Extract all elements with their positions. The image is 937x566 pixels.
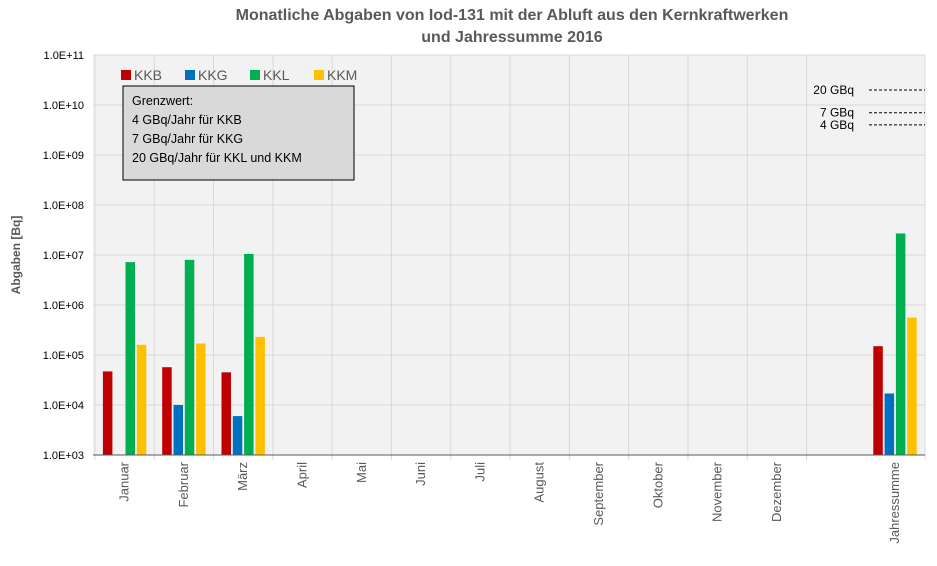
legend-swatch-kkm [314,70,324,80]
y-tick-label: 1.0E+03 [43,450,84,462]
grenzwert-note-box [122,85,355,181]
x-tick-label: Mai [354,462,369,483]
chart-title-line-2: und Jahressumme 2016 [421,29,603,46]
bar-kkb-12 [873,346,883,455]
bar-kkb-2 [221,372,231,455]
x-tick-label: Oktober [650,461,665,508]
y-axis-label: Abgaben [Bq] [9,216,23,295]
x-tick-label: Juni [413,462,428,486]
bars [102,233,917,455]
bar-kkl-0 [125,262,135,455]
limit-label: 20 GBq [813,83,854,97]
legend-swatch-kkb [121,70,131,80]
y-axis-ticks: 1.0E+03 1.0E+04 1.0E+05 1.0E+06 1.0E+07 1.0E+… [43,50,84,462]
x-tick-label: Januar [117,461,132,501]
y-tick-label: 1.0E+06 [43,300,84,312]
legend-label-kkg: KKG [198,67,228,83]
bar-kkb-1 [162,367,172,455]
limit-label: 4 GBq [820,118,854,132]
x-tick-label: März [235,462,250,491]
x-tick-label: Jahressumme [887,462,902,544]
bar-kkm-0 [136,344,147,455]
gridlines [93,54,925,406]
legend-swatch-kkg [185,70,195,80]
legend-swatch-kkl [250,70,260,80]
grenzwert-note-line: 20 GBq/Jahr für KKL und KKM [132,151,302,165]
legend-label-kkl: KKL [263,67,290,83]
bar-kkl-12 [895,233,906,455]
y-tick-label: 1.0E+08 [43,200,84,212]
legend-label-kkm: KKM [327,67,357,83]
bar-kkg-1 [173,405,183,455]
bar-kkl-2 [244,253,254,455]
bar-kkm-2 [255,336,265,455]
y-tick-label: 1.0E+10 [43,100,84,112]
bar-kkb-0 [102,371,113,455]
bar-kkl-1 [184,259,195,455]
x-tick-label: Februar [176,461,191,507]
limit-label: 7 GBq [820,106,854,120]
y-tick-label: 1.0E+05 [43,350,84,362]
grenzwert-note-line: 7 GBq/Jahr für KKG [132,132,243,146]
y-tick-label: 1.0E+04 [43,400,84,412]
y-tick-label: 1.0E+07 [43,250,84,262]
grenzwert-note-line: Grenzwert: [132,94,193,108]
bar-kkg-2 [232,416,243,455]
x-tick-label: Juli [472,462,487,482]
x-tick-label: Dezember [769,461,784,522]
y-tick-label: 1.0E+09 [43,150,84,162]
bar-kkg-12 [884,393,895,455]
chart-title-line-1: Monatliche Abgaben von Iod-131 mit der A… [236,7,789,24]
y-tick-label: 1.0E+11 [44,50,84,62]
x-tick-label: August [532,462,547,503]
x-tick-label: November [710,461,725,522]
bar-kkm-12 [907,317,917,455]
bar-kkm-1 [196,343,206,455]
legend: KKB KKG KKL KKM [121,67,357,83]
grenzwert-note: Grenzwert: 4 GBq/Jahr für KKB 7 GBq/Jahr f… [122,85,355,181]
x-axis-ticks: Januar Februar März April Mai Juni Juli August S… [117,461,902,543]
legend-label-kkb: KKB [134,67,162,83]
x-tick-label: April [295,462,310,488]
x-tick-label: September [591,461,606,525]
grenzwert-note-line: 4 GBq/Jahr für KKB [132,113,242,127]
